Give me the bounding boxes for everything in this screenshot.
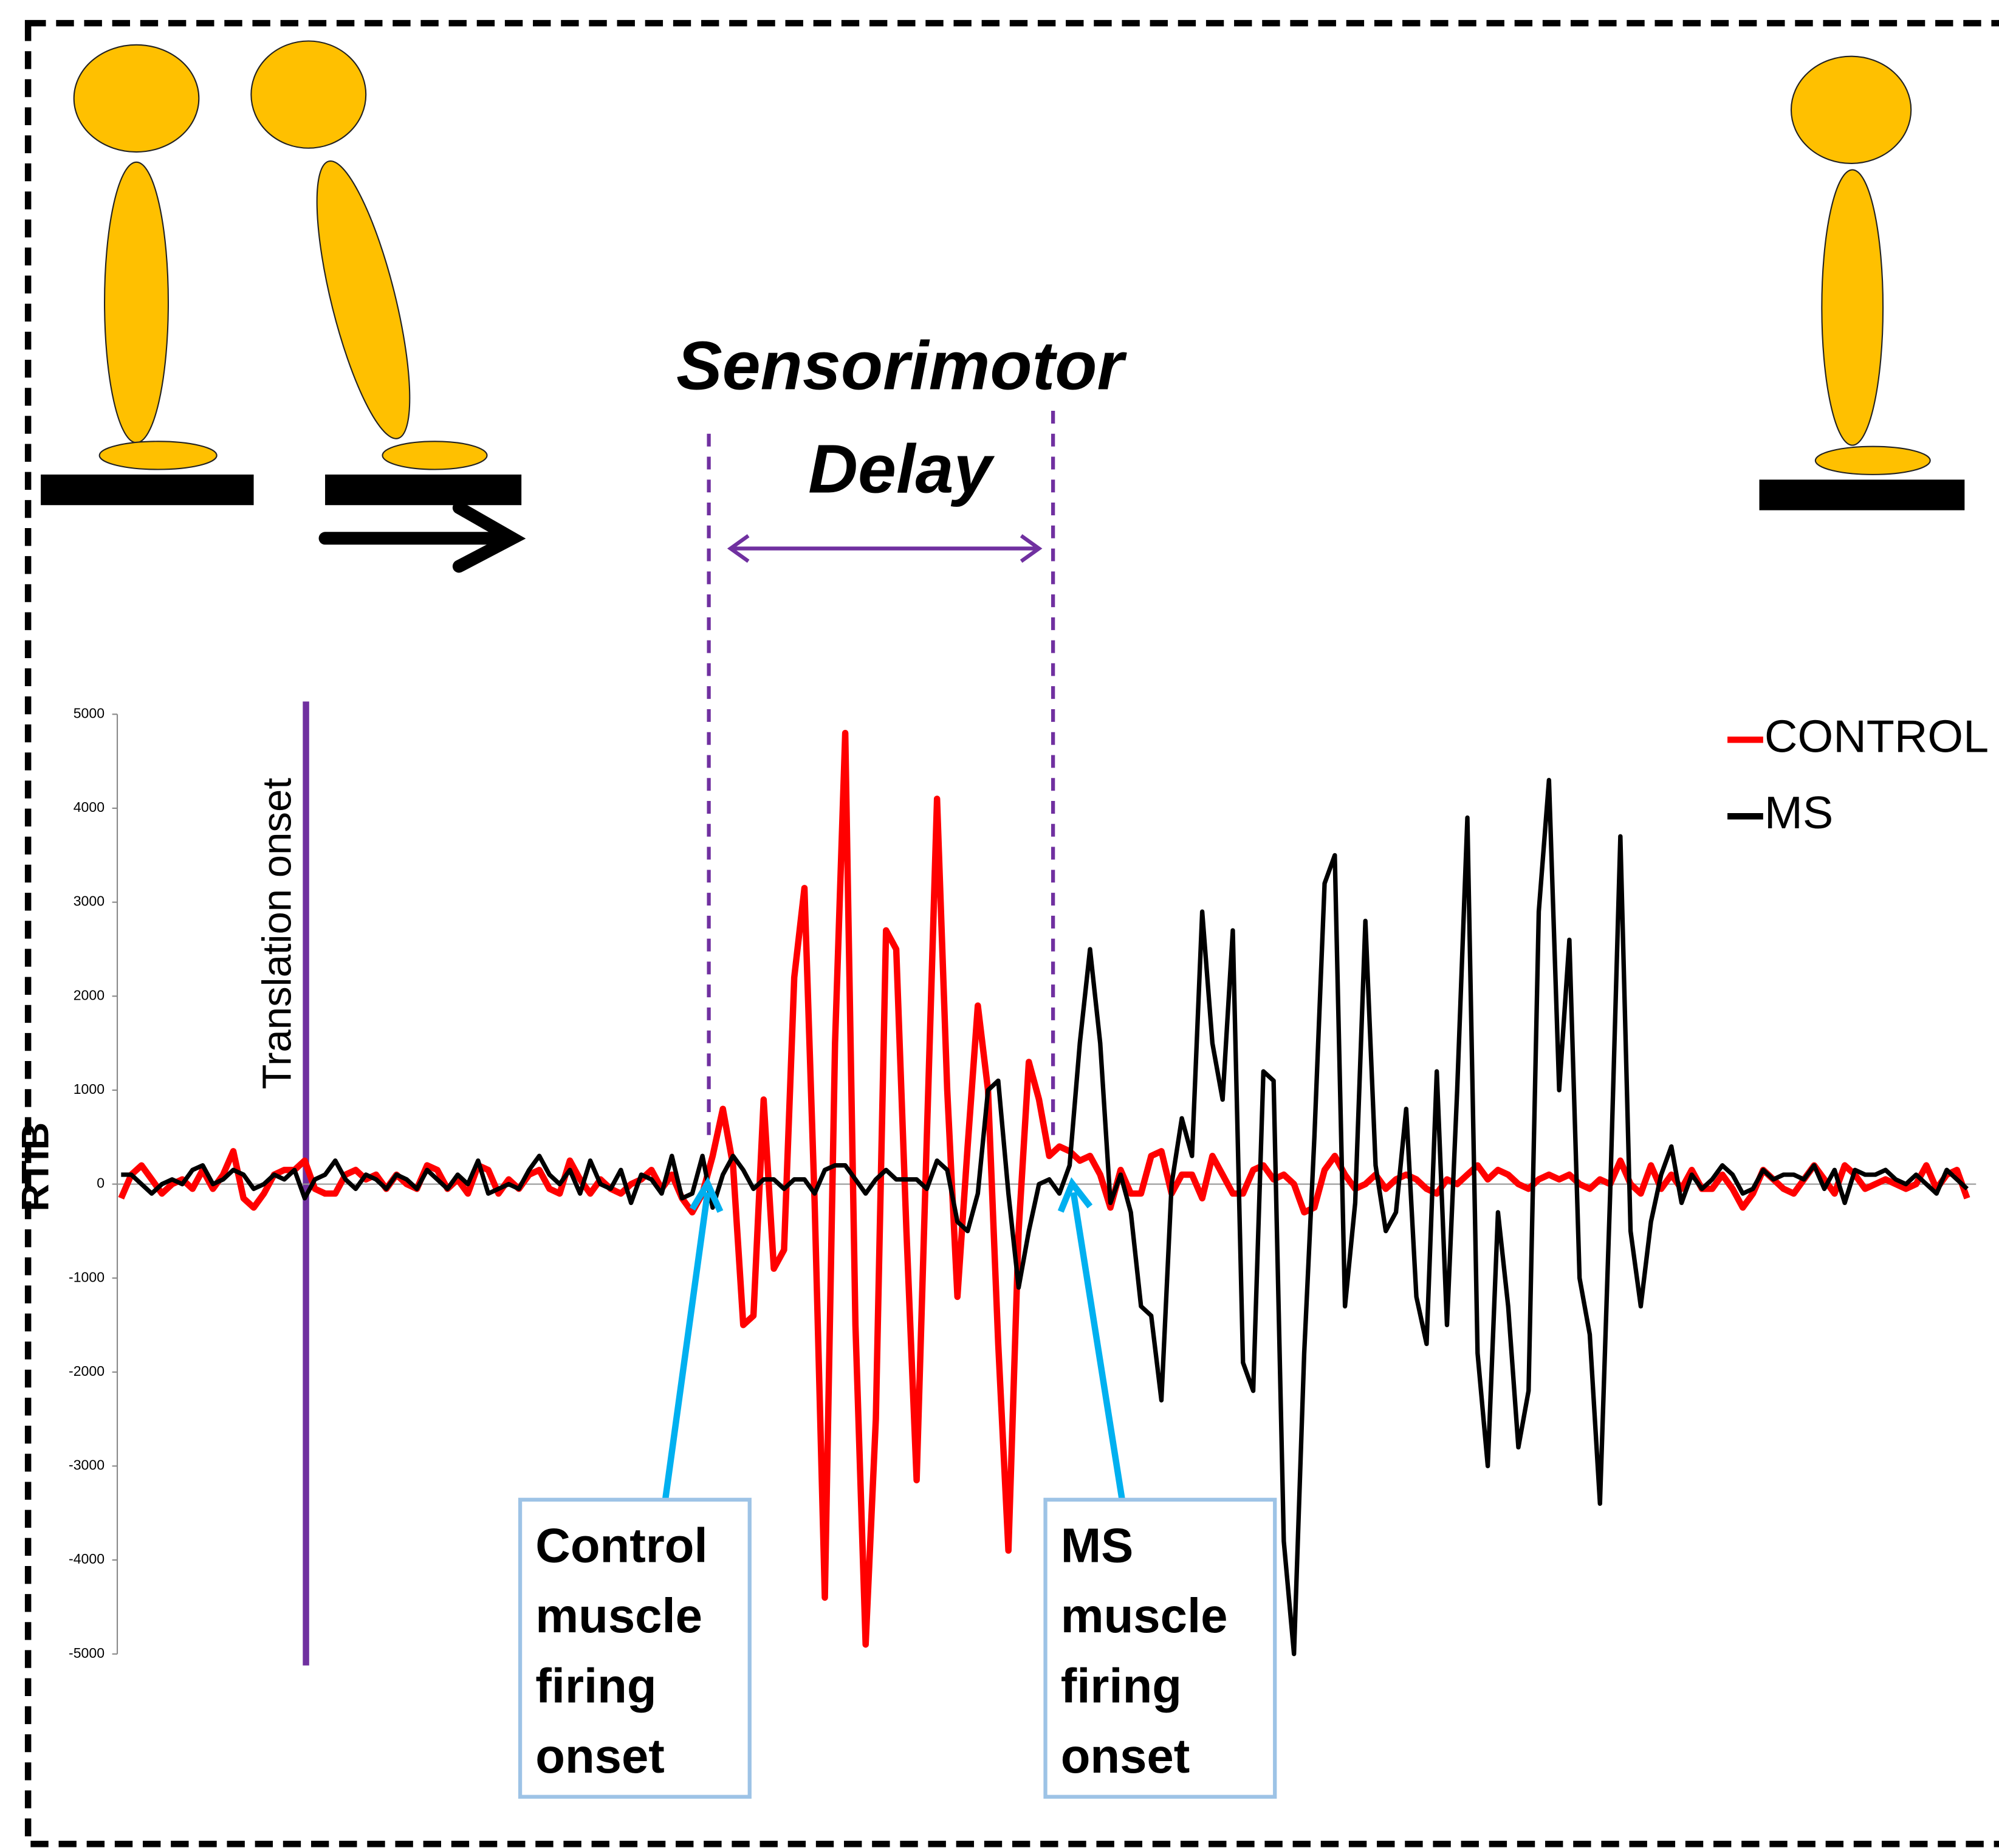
box-label: Control [535,1519,707,1573]
series-line [121,777,1969,1657]
y-tick-label: -2000 [69,1363,105,1379]
delay-title: Sensorimotor [676,327,1127,404]
box-label: MS [1061,1519,1134,1573]
onset-arrow [662,1176,1125,1499]
box-label: firing [1061,1658,1182,1712]
y-tick-label: 5000 [74,705,105,721]
delay-arrow [727,534,1043,563]
box-label: onset [535,1729,665,1783]
y-tick-label: -1000 [69,1269,105,1285]
box-label: muscle [1061,1589,1228,1643]
box-label: onset [1061,1729,1190,1783]
box-label: muscle [535,1589,702,1643]
translation-label: Translation onset [254,778,300,1090]
delay-title: Delay [808,430,995,507]
control-box [518,1497,752,1799]
y-tick-label: 2000 [74,987,105,1003]
y-tick-label: 3000 [74,893,105,909]
y-tick-label: -3000 [69,1457,105,1473]
platform [1759,479,1965,510]
box-label: firing [535,1658,656,1712]
legend-label: CONTROL [1764,711,1989,762]
ms-box [1043,1497,1277,1799]
y-tick-label: 0 [97,1175,105,1191]
y-tick-label: -5000 [69,1645,105,1661]
frame [24,19,1999,1847]
platform [325,474,522,506]
y-tick-label: -4000 [69,1551,105,1567]
y-tick-label: 1000 [74,1081,105,1097]
platform [41,474,254,506]
figure-people [73,40,1931,475]
translation-arrow [318,501,526,573]
y-tick-label: 4000 [74,799,105,815]
y-axis-label: RTIB [15,1122,57,1212]
legend-label: MS [1764,788,1833,839]
